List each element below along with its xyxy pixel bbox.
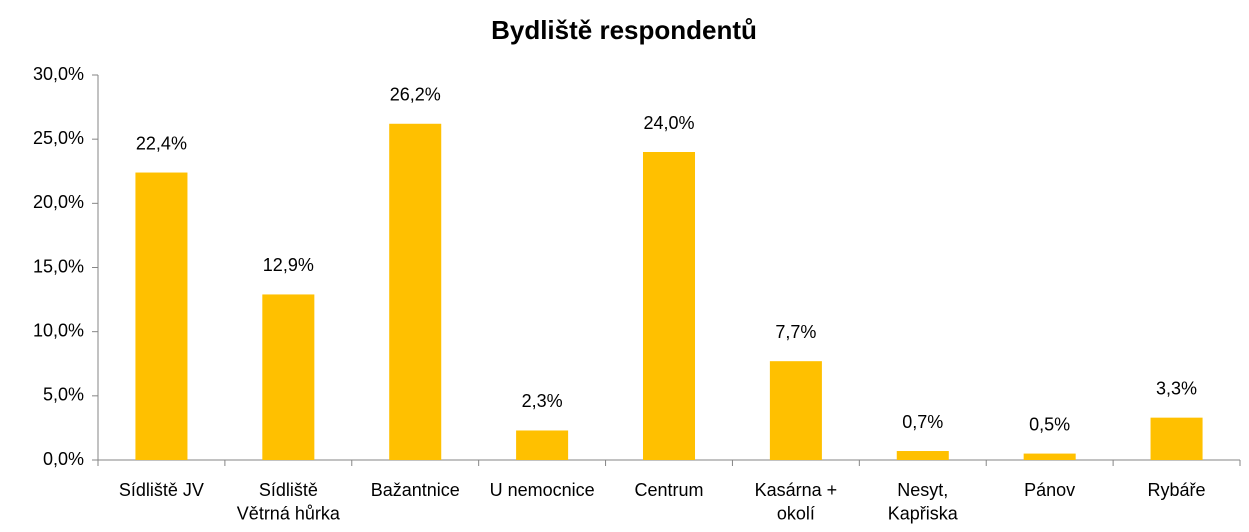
data-label: 26,2%: [390, 85, 441, 105]
data-label: 24,0%: [643, 113, 694, 133]
bar: [769, 361, 822, 460]
chart-title: Bydliště respondentů: [491, 15, 757, 45]
y-tick-label: 10,0%: [33, 320, 84, 340]
x-tick-label: Kasárna + okolí: [755, 480, 838, 523]
x-tick-label: U nemocnice: [490, 480, 595, 500]
bar: [1023, 453, 1076, 460]
y-tick-label: 20,0%: [33, 192, 84, 212]
x-tick-label: Centrum: [634, 480, 703, 500]
x-tick-label: Nesyt, Kapřiska: [888, 480, 959, 523]
bar: [262, 294, 315, 460]
data-label: 0,5%: [1029, 414, 1070, 434]
bar: [389, 123, 442, 461]
data-label: 22,4%: [136, 133, 187, 153]
y-tick-label: 5,0%: [43, 385, 84, 405]
y-tick-label: 30,0%: [33, 64, 84, 84]
data-label: 2,3%: [522, 391, 563, 411]
bar: [135, 172, 188, 461]
data-label: 3,3%: [1156, 378, 1197, 398]
x-tick-label: Sídliště Větrná hůrka: [237, 480, 341, 523]
x-tick-label: Pánov: [1024, 480, 1075, 500]
bar: [1150, 417, 1203, 460]
y-tick-label: 15,0%: [33, 256, 84, 276]
bar: [896, 451, 949, 460]
data-label: 12,9%: [263, 255, 314, 275]
x-tick-label: Bažantnice: [371, 480, 460, 500]
bar: [642, 152, 696, 460]
data-label: 7,7%: [775, 322, 816, 342]
data-label: 0,7%: [902, 412, 943, 432]
y-tick-label: 25,0%: [33, 128, 84, 148]
y-tick-label: 0,0%: [43, 449, 84, 469]
bar: [516, 430, 569, 460]
x-tick-label: Rybáře: [1148, 480, 1206, 500]
x-tick-label: Sídliště JV: [119, 480, 204, 500]
